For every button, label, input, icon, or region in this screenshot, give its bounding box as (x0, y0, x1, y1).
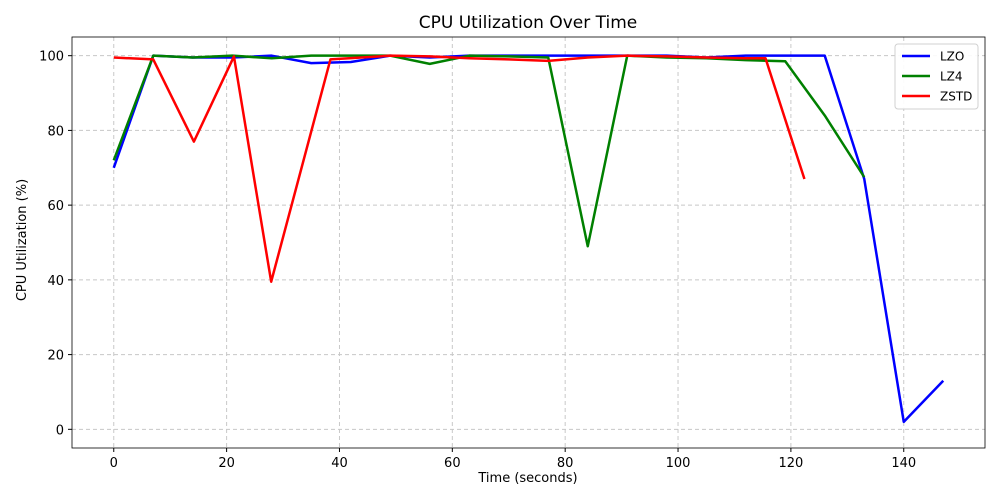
x-tick-label: 120 (778, 456, 803, 471)
y-tick-label: 80 (47, 124, 64, 139)
legend-label: LZ4 (940, 70, 963, 84)
x-tick-label: 0 (110, 456, 118, 471)
x-tick-label: 40 (331, 456, 348, 471)
legend-label: LZO (940, 50, 964, 64)
x-tick-label: 60 (444, 456, 461, 471)
y-tick-label: 100 (39, 50, 64, 65)
legend-label: ZSTD (940, 90, 972, 104)
legend: LZO LZ4 ZSTD (894, 43, 979, 110)
chart-title: CPU Utilization Over Time (419, 13, 637, 33)
y-tick-label: 20 (47, 349, 64, 364)
y-tick-label: 0 (56, 423, 64, 438)
x-tick-label: 80 (557, 456, 574, 471)
x-axis-label: Time (seconds) (477, 471, 577, 486)
y-axis-label: CPU Utilization (%) (15, 179, 30, 301)
y-tick-label: 40 (47, 274, 64, 289)
series-line-zstd (113, 54, 806, 283)
legend-box (894, 43, 979, 110)
x-tick-label: 100 (666, 456, 691, 471)
plot-frame (71, 36, 986, 449)
x-tick-label: 20 (218, 456, 235, 471)
y-tick-label: 60 (47, 199, 64, 214)
series-line-lz4 (112, 54, 866, 248)
series-line-lzo (112, 54, 945, 424)
x-tick-label: 140 (891, 456, 916, 471)
